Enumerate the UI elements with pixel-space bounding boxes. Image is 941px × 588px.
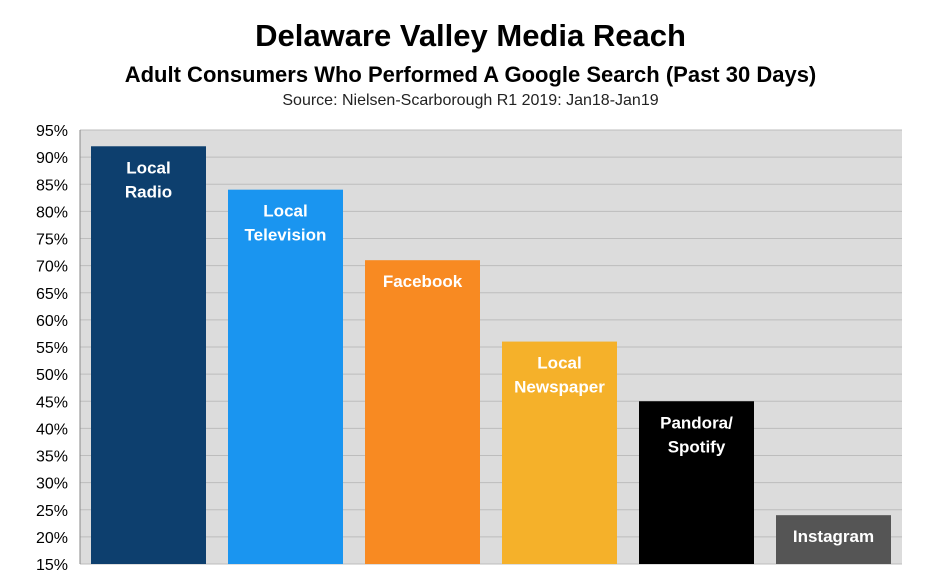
y-tick-label: 85% [36,177,68,194]
chart-title: Delaware Valley Media Reach [255,18,686,53]
y-tick-label: 40% [36,421,68,438]
chart-subtitle: Adult Consumers Who Performed A Google S… [124,62,817,87]
bar [91,146,206,564]
chart-source: Source: Nielsen-Scarborough R1 2019: Jan… [282,92,659,109]
y-tick-label: 20% [36,530,68,547]
bar [228,189,343,565]
y-tick-label: 55% [36,340,68,357]
bar-label: Instagram [793,527,874,546]
bar-label: Spotify [668,437,726,456]
bar [639,401,754,564]
bar [502,341,617,564]
y-tick-label: 60% [36,313,68,330]
bar [776,515,891,564]
bar-label: Facebook [383,272,463,291]
y-tick-label: 95% [36,123,68,140]
y-tick-label: 25% [36,503,68,520]
y-tick-label: 45% [36,394,68,411]
y-tick-label: 75% [36,232,68,249]
y-tick-label: 80% [36,204,68,221]
bar-label: Pandora/ [660,413,733,432]
bar-label: Radio [125,182,172,201]
y-tick-label: 70% [36,259,68,276]
y-tick-label: 35% [36,449,68,466]
y-tick-label: 50% [36,367,68,384]
bar-label: Local [126,158,170,177]
bar [365,260,480,564]
bar-label: Local [537,354,581,373]
bar-label: Local [263,202,307,221]
y-tick-label: 30% [36,476,68,493]
bar-label: Television [245,226,327,245]
y-tick-label: 15% [36,557,68,574]
y-tick-label: 90% [36,150,68,167]
y-tick-label: 65% [36,286,68,303]
bar-label: Newspaper [514,378,605,397]
